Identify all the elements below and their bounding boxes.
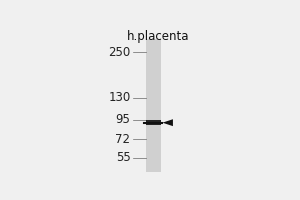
Text: 55: 55 — [116, 151, 130, 164]
Bar — [146, 39, 161, 172]
Bar — [146, 120, 161, 125]
Text: 95: 95 — [116, 113, 130, 126]
Text: 72: 72 — [116, 133, 130, 146]
Polygon shape — [163, 119, 173, 126]
Text: 250: 250 — [108, 46, 130, 59]
Text: h.placenta: h.placenta — [127, 30, 190, 43]
Text: 130: 130 — [108, 91, 130, 104]
